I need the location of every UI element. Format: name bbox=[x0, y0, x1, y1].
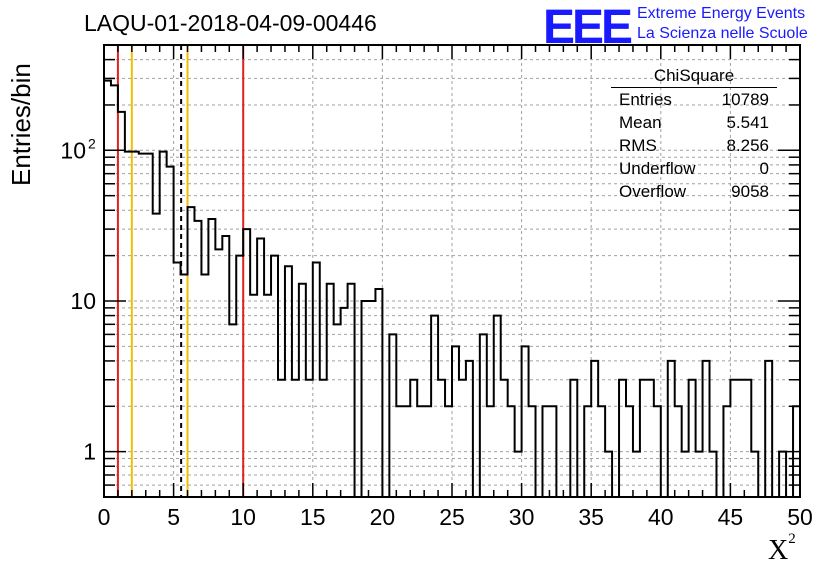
stats-label: Entries bbox=[619, 90, 672, 109]
y-tick-label: 10 bbox=[60, 137, 86, 163]
x-tick-label: 15 bbox=[300, 504, 326, 530]
stats-label: RMS bbox=[619, 136, 657, 155]
x-tick-label: 35 bbox=[578, 504, 604, 530]
stats-label: Overflow bbox=[619, 182, 687, 201]
x-tick-label: 30 bbox=[509, 504, 535, 530]
eee-logo-mark: EEE bbox=[543, 1, 633, 54]
axis-ticks bbox=[103, 44, 801, 498]
stats-row-underflow: Underflow 0 bbox=[611, 159, 777, 182]
x-tick-label: 40 bbox=[648, 504, 674, 530]
x-axis-label: X2 bbox=[768, 531, 796, 567]
stats-value: 9058 bbox=[731, 182, 769, 201]
stats-box: ChiSquare Entries 10789 Mean 5.541 RMS 8.25… bbox=[611, 66, 777, 205]
stats-label: Mean bbox=[619, 113, 662, 132]
y-tick-label-exponent: 2 bbox=[88, 135, 96, 151]
x-tick-label: 45 bbox=[718, 504, 744, 530]
stats-label: Underflow bbox=[619, 159, 696, 178]
x-tick-label: 5 bbox=[167, 504, 180, 530]
x-tick-label: 20 bbox=[370, 504, 396, 530]
x-axis-label-base: X bbox=[768, 535, 789, 566]
y-tick-label: 10 bbox=[70, 288, 96, 314]
logo-line-2: La Scienza nelle Scuole bbox=[637, 25, 808, 42]
stats-row-rms: RMS 8.256 bbox=[611, 136, 777, 159]
logo-line-1: Extreme Energy Events bbox=[637, 5, 806, 22]
x-tick-label: 25 bbox=[439, 504, 465, 530]
stats-box-title: ChiSquare bbox=[611, 66, 777, 88]
x-tick-label: 50 bbox=[787, 504, 813, 530]
y-tick-label: 1 bbox=[83, 439, 96, 465]
stats-value: 0 bbox=[759, 159, 769, 178]
y-axis-label: Entries/bin bbox=[6, 63, 36, 186]
chart-title: LAQU-01-2018-04-09-00446 bbox=[84, 10, 377, 36]
x-axis-label-superscript: 2 bbox=[788, 530, 796, 547]
stats-value: 5.541 bbox=[726, 113, 769, 132]
stats-value: 10789 bbox=[721, 90, 769, 109]
stats-row-overflow: Overflow 9058 bbox=[611, 182, 777, 205]
histogram-outline bbox=[104, 79, 800, 498]
x-tick-label: 0 bbox=[98, 504, 111, 530]
stats-row-mean: Mean 5.541 bbox=[611, 113, 777, 136]
eee-logo-text: Extreme Energy Events La Scienza nelle S… bbox=[637, 4, 808, 44]
x-tick-label: 10 bbox=[230, 504, 256, 530]
stats-value: 8.256 bbox=[726, 136, 769, 155]
stats-row-entries: Entries 10789 bbox=[611, 90, 777, 113]
